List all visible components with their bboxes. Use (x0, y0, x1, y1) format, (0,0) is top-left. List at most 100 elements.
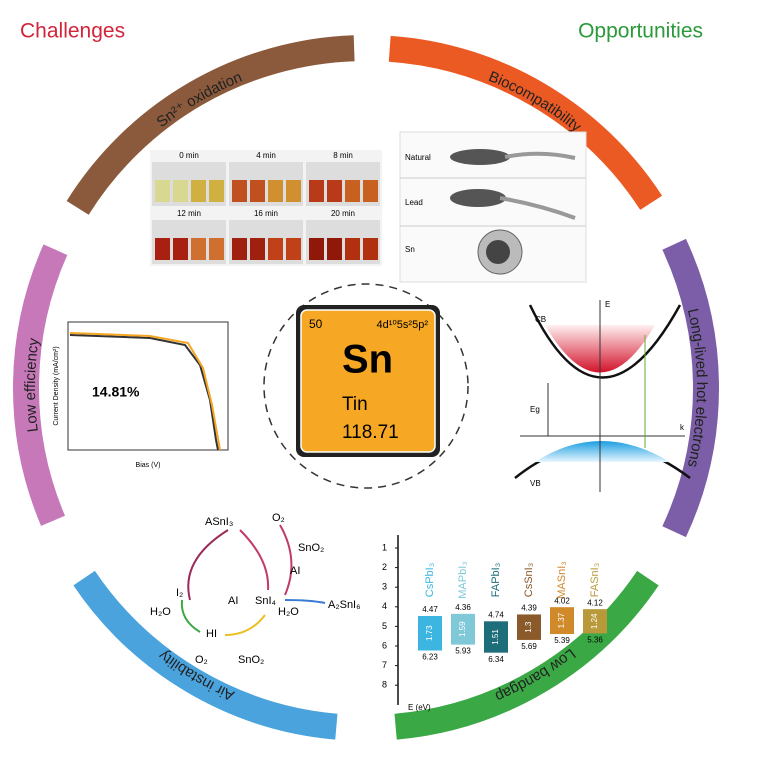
species: ASnI₃ (205, 516, 233, 528)
arc (66, 35, 355, 215)
species: A₂SnI₆ (328, 599, 361, 611)
vial (345, 238, 360, 260)
tick-label: 2 (382, 562, 387, 572)
fish-tail (504, 151, 576, 160)
vial (250, 180, 265, 202)
vial (327, 180, 342, 202)
species: SnO₂ (238, 654, 264, 666)
vb-value: 5.36 (587, 636, 603, 645)
x-axis-label: Bias (V) (136, 462, 161, 469)
fish (450, 189, 506, 207)
vial (250, 238, 265, 260)
species: O₂ (195, 654, 208, 666)
vb-value: 5.69 (521, 642, 537, 651)
arc (13, 244, 68, 526)
vial (268, 180, 283, 202)
tick-label: 7 (382, 660, 387, 670)
material-name: MASnI₃ (556, 561, 568, 599)
tick-label: 3 (382, 582, 387, 592)
arc-label: Low efficiency (22, 336, 43, 433)
tick-label: 1 (382, 542, 387, 552)
material-name: CsSnI₃ (523, 563, 535, 597)
fish (450, 149, 510, 165)
vial (191, 180, 206, 202)
vial (209, 238, 224, 260)
arrow (224, 614, 266, 636)
vial (327, 238, 342, 260)
vial (173, 238, 188, 260)
gap-box (517, 614, 541, 640)
hot-electron-panel: CB VB E k Eg (514, 300, 691, 492)
bandgap-panel: E (eV) 1 2 3 4 5 6 7 8 CsPbI₃ 4.47 1.73 6.23 MAPbI₃ 4… (382, 535, 607, 712)
fish-label: Sn (405, 245, 415, 254)
vial (191, 238, 206, 260)
material-name: FAPbI₃ (490, 563, 502, 597)
element-tile (300, 309, 436, 453)
electron-configuration: 4d¹⁰5s²5p² (377, 319, 429, 331)
challenges-heading: Challenges (20, 20, 125, 43)
element-symbol: Sn (342, 338, 393, 382)
vb-value: 5.39 (554, 636, 570, 645)
cb-label: CB (535, 315, 546, 324)
vial (209, 180, 224, 202)
vb-holes (535, 441, 670, 462)
gap-label: Eg (530, 405, 540, 414)
cb-value: 4.36 (455, 603, 471, 612)
arrow (284, 599, 326, 604)
vial (286, 238, 301, 260)
cb-value: 4.74 (488, 610, 504, 619)
gap-value: 1.59 (458, 621, 467, 637)
arrow (180, 599, 201, 633)
vb-label: VB (530, 479, 541, 488)
plot-frame (67, 321, 229, 451)
tick-label: 8 (382, 680, 387, 690)
time-label: 16 min (254, 209, 278, 218)
fish-label: Lead (405, 198, 423, 207)
reaction-panel: ASnI₃ O₂ SnO₂ AI SnI₄ A₂SnI₆ AI I₂ H₂O H… (150, 512, 361, 666)
tick-label: 4 (382, 601, 387, 611)
dashed-circle (263, 283, 469, 489)
fish-label: Natural (405, 153, 431, 162)
species: SnI₄ (255, 595, 277, 607)
e-label: E (605, 300, 610, 309)
time-label: 0 min (179, 151, 199, 160)
arrow (279, 524, 293, 596)
fish-tail (499, 196, 576, 220)
gap-value: 1.37 (557, 612, 566, 628)
time-label: 8 min (333, 151, 353, 160)
gap-box (550, 607, 574, 635)
species: AI (228, 595, 238, 607)
embryo (486, 240, 510, 264)
arrow (239, 529, 270, 591)
k-label: k (680, 423, 685, 432)
vial (286, 180, 301, 202)
element-mass: 118.71 (342, 422, 399, 443)
vial (309, 238, 324, 260)
species: HI (206, 628, 217, 640)
species: H₂O (150, 606, 171, 618)
cb-value: 4.39 (521, 604, 537, 613)
arc (388, 35, 663, 210)
arrow (187, 529, 229, 601)
tick-label: 6 (382, 640, 387, 650)
cb-value: 4.02 (554, 596, 570, 605)
gap-box (484, 621, 508, 653)
efficiency-value: 14.81% (92, 384, 140, 400)
efficiency-panel: 14.81% Bias (V) Current Density (mA/cm²) (53, 321, 229, 469)
species: SnO₂ (298, 542, 324, 554)
vial (155, 180, 170, 202)
arc-label-text: Low efficiency (22, 336, 43, 433)
opportunities-heading: Opportunities (578, 20, 703, 43)
vb-value: 6.23 (422, 653, 438, 662)
vial (232, 180, 247, 202)
jv-curve (69, 334, 219, 451)
biocompatibility-panel: Natural Lead Sn (399, 131, 587, 283)
cb-value: 4.47 (422, 605, 438, 614)
gap-box (418, 616, 442, 651)
vb-value: 5.93 (455, 647, 471, 656)
gap-value: 1.24 (590, 613, 599, 629)
y-axis-label: Current Density (mA/cm²) (53, 346, 60, 425)
time-label: 20 min (331, 209, 355, 218)
gap-value: 1.3 (524, 621, 533, 633)
